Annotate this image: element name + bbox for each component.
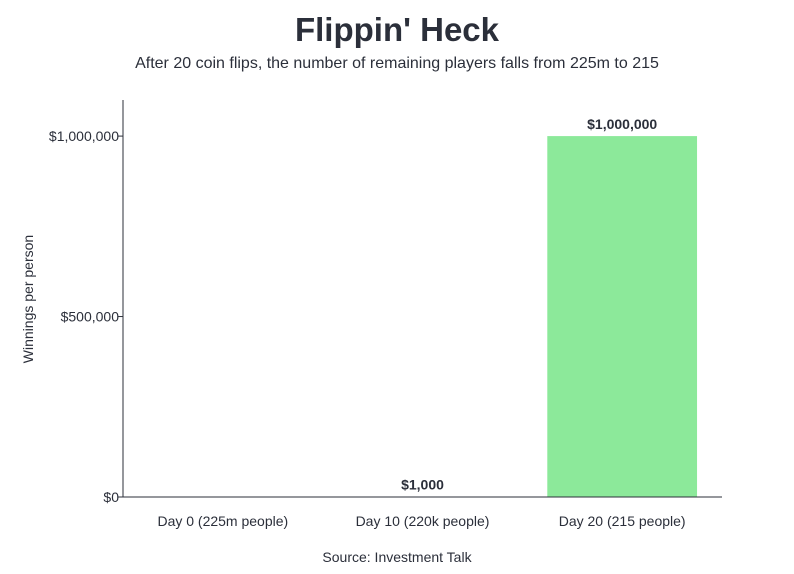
x-tick-label: Day 10 (220k people) [356, 513, 490, 529]
bar-data-label: $1,000 [401, 477, 444, 493]
source-note: Source: Investment Talk [322, 549, 472, 565]
chart-title: Flippin' Heck [295, 11, 500, 48]
y-tick-label: $1,000,000 [49, 128, 119, 144]
chart-subtitle: After 20 coin flips, the number of remai… [135, 55, 659, 72]
y-axis-title: Winnings per person [20, 235, 36, 363]
y-tick-label: $0 [103, 489, 119, 505]
bar-data-label: $1,000,000 [587, 116, 657, 132]
x-tick-label: Day 0 (225m people) [157, 513, 288, 529]
x-axis: Day 0 (225m people) Day 10 (220k people) D… [123, 496, 722, 529]
bars [147, 136, 698, 497]
y-tick-label: $500,000 [61, 309, 120, 325]
bar [547, 136, 698, 497]
x-tick-label: Day 20 (215 people) [559, 513, 686, 529]
y-axis: $0 $500,000 $1,000,000 [49, 100, 124, 505]
data-labels: $1,000 $1,000,000 [401, 116, 657, 493]
